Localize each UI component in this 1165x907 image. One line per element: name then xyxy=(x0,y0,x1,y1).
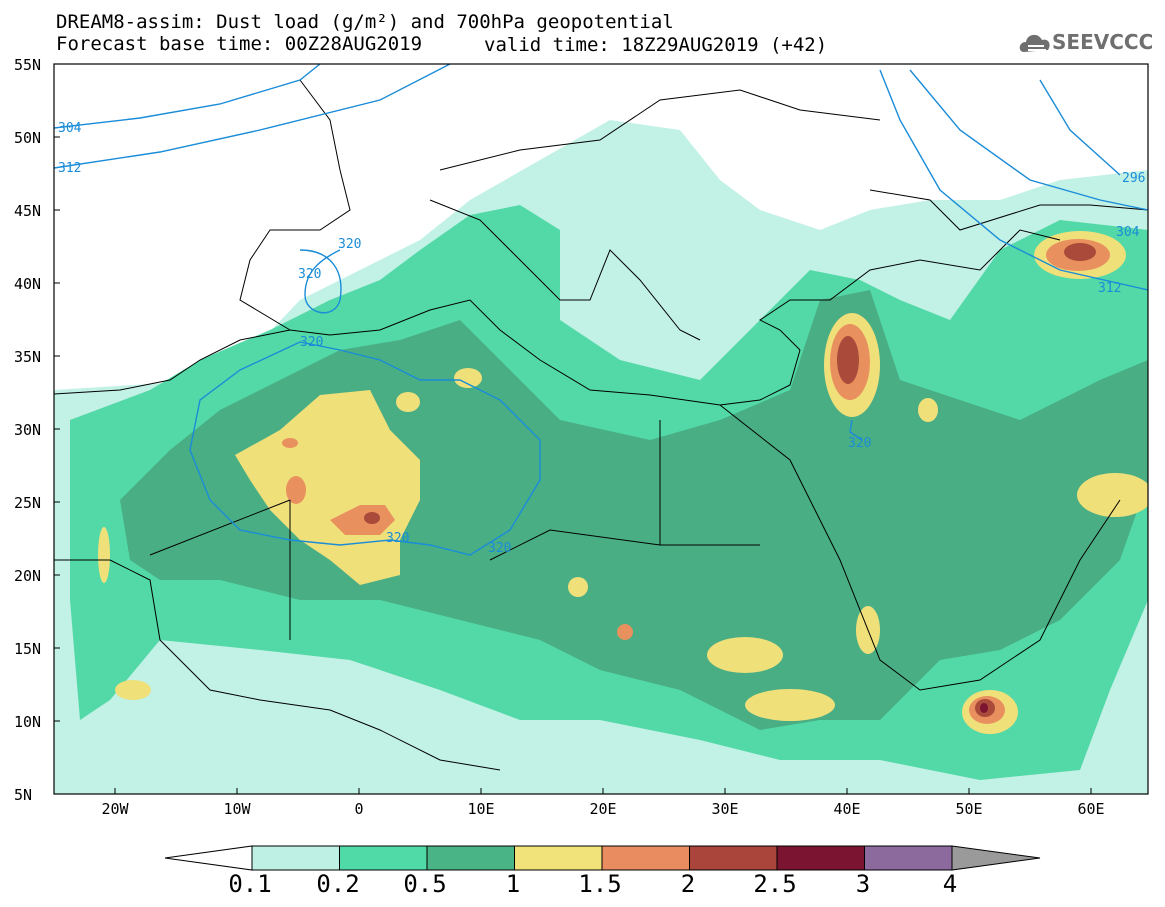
lon-label: 40E xyxy=(833,800,861,818)
colorbar-low-arrow xyxy=(164,845,253,871)
lat-label: 30N xyxy=(14,421,42,439)
colorbar-label: 2 xyxy=(680,870,696,898)
dust-region-1k xyxy=(98,527,110,583)
dust-region-1g xyxy=(707,637,783,673)
lat-label: 10N xyxy=(14,713,42,731)
colorbar-cell xyxy=(514,845,603,871)
contour-label: 312 xyxy=(58,161,81,176)
lon-label: 30E xyxy=(711,800,739,818)
cloud-icon xyxy=(1019,34,1050,52)
lon-label: 10W xyxy=(223,800,251,818)
contour-label-group: 304 312 320 320 320 320 320 320 296 304 … xyxy=(58,121,1145,556)
lat-label: 35N xyxy=(14,348,42,366)
lon-label: 50E xyxy=(955,800,983,818)
colorbar-cell xyxy=(251,845,340,871)
dust-region-1j xyxy=(115,680,151,700)
lat-label: 40N xyxy=(14,275,42,293)
colorbar-cells xyxy=(251,845,953,871)
lat-label: 15N xyxy=(14,640,42,658)
lat-label: 50N xyxy=(14,129,42,147)
colorbar-label: 4 xyxy=(942,870,958,898)
dust-region-1n xyxy=(918,398,938,422)
lon-label: 0 xyxy=(354,800,364,818)
geopotential-contours xyxy=(54,64,1148,556)
dust-region-1h xyxy=(745,689,835,721)
colorbar-cell xyxy=(689,845,778,871)
valid-time: valid time: 18Z29AUG2019 (+42) xyxy=(484,34,828,56)
colorbar-cell xyxy=(776,845,865,871)
coastlines xyxy=(54,79,1148,771)
contour-label: 320 xyxy=(848,436,871,451)
colorbar-label: 2.5 xyxy=(753,870,797,898)
colorbar-label: 1.5 xyxy=(578,870,622,898)
dust-region-1b xyxy=(454,368,482,388)
lat-label: 45N xyxy=(14,202,42,220)
logo-text: SEEVCCC xyxy=(1052,30,1154,54)
contour-label: 320 xyxy=(386,531,409,546)
colorbar-label: 3 xyxy=(855,870,871,898)
contour-label: 312 xyxy=(1098,281,1121,296)
contour-label: 320 xyxy=(298,267,321,282)
dust-region-2a xyxy=(837,336,859,384)
colorbar-label: 0.2 xyxy=(316,870,360,898)
colorbar-cell xyxy=(426,845,515,871)
contour-label: 296 xyxy=(1122,171,1145,186)
colorbar xyxy=(164,845,1041,871)
colorbar-cell xyxy=(601,845,690,871)
map-title: DREAM8-assim: Dust load (g/m²) and 700hP… xyxy=(56,11,674,33)
colorbar-label: 1 xyxy=(505,870,521,898)
lon-label: 60E xyxy=(1077,800,1105,818)
colorbar-cell xyxy=(864,845,953,871)
colorbar-label: 0.1 xyxy=(228,870,272,898)
forecast-base-time: Forecast base time: 00Z28AUG2019 xyxy=(56,33,423,55)
dust-region-25a xyxy=(980,703,988,713)
dust-region-2b xyxy=(1064,243,1096,261)
lon-label: 20E xyxy=(589,800,617,818)
dust-region-2d xyxy=(364,512,380,524)
dust-fields xyxy=(54,120,1148,794)
dust-region-1i xyxy=(1077,473,1148,517)
dust-region-15b xyxy=(286,476,306,504)
lat-label: 5N xyxy=(14,786,33,804)
contour-label: 320 xyxy=(300,335,323,350)
contour-label: 320 xyxy=(488,541,511,556)
lat-label: 20N xyxy=(14,567,42,585)
colorbar-label: 0.5 xyxy=(403,870,447,898)
contour-label: 304 xyxy=(58,121,82,136)
colorbar-cell xyxy=(339,845,428,871)
dust-region-1l xyxy=(568,577,588,597)
lon-label: 20W xyxy=(101,800,129,818)
contour-label: 304 xyxy=(1116,225,1140,240)
lat-label: 25N xyxy=(14,494,42,512)
axis-ticks xyxy=(54,136,1092,794)
dust-region-15f xyxy=(617,624,633,640)
colorbar-high-arrow xyxy=(951,845,1041,871)
dust-region-15g xyxy=(282,438,298,448)
dust-region-1c xyxy=(396,392,420,412)
lat-label: 55N xyxy=(14,56,42,74)
dust-region-15a xyxy=(330,505,395,535)
contour-label: 320 xyxy=(338,237,361,252)
lon-label: 10E xyxy=(467,800,495,818)
dust-region-05 xyxy=(120,290,1148,730)
dust-region-1a xyxy=(235,390,420,585)
